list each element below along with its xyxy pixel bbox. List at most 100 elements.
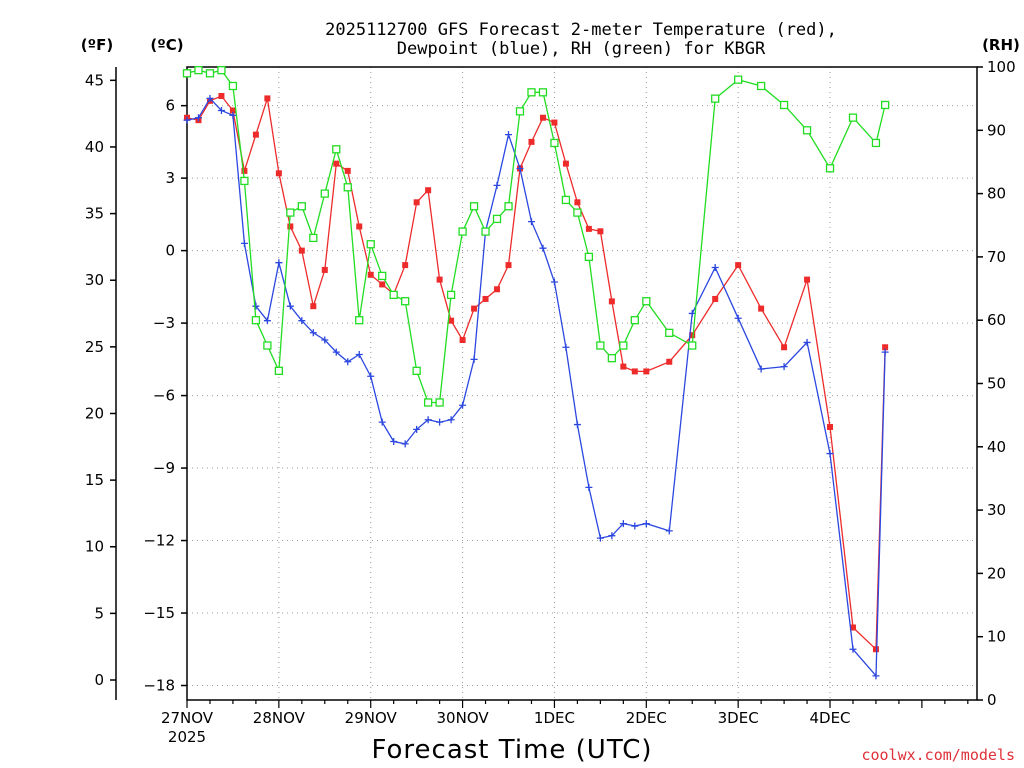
data-point <box>642 297 651 306</box>
data-point <box>481 227 490 236</box>
celsius-tick-label: 6 <box>165 97 175 115</box>
fahrenheit-tick-label: 40 <box>85 138 104 156</box>
data-point <box>390 437 398 445</box>
data-point <box>344 358 352 366</box>
data-point <box>515 107 525 116</box>
data-point <box>205 69 215 78</box>
series-line <box>186 97 886 678</box>
data-point <box>229 107 236 114</box>
data-point <box>379 281 386 288</box>
fahrenheit-tick-label: 10 <box>85 538 104 556</box>
data-point <box>665 328 674 338</box>
rh-tick-label: 50 <box>987 375 1006 393</box>
x-tick-label: 28NOV <box>253 709 306 727</box>
plot-frame <box>186 66 978 701</box>
data-point <box>275 259 283 267</box>
data-series <box>182 66 890 680</box>
x-tick-label: 4DEC <box>809 709 850 727</box>
data-point <box>343 183 352 192</box>
series-dewpoint <box>183 94 889 680</box>
data-point <box>389 290 398 300</box>
data-point <box>494 286 501 293</box>
data-point <box>779 100 789 110</box>
data-point <box>827 423 834 430</box>
data-point <box>492 214 502 224</box>
rh-tick-label: 0 <box>987 691 997 709</box>
data-point <box>688 341 697 350</box>
data-point <box>366 240 375 249</box>
data-point <box>585 483 593 491</box>
data-point <box>310 303 317 310</box>
data-point <box>849 624 856 631</box>
data-point <box>734 75 743 84</box>
data-point <box>435 398 444 407</box>
x-tick-year-label: 2025 <box>168 728 206 746</box>
fahrenheit-tick-label: 45 <box>85 71 104 89</box>
data-point <box>608 532 616 540</box>
gridlines <box>187 67 977 700</box>
data-point <box>804 276 811 283</box>
data-point <box>482 295 489 302</box>
data-point <box>620 363 627 370</box>
data-point <box>689 332 696 339</box>
data-point <box>584 252 594 262</box>
data-point <box>872 646 879 653</box>
data-point <box>504 202 513 211</box>
data-point <box>562 343 570 351</box>
data-point <box>297 202 306 211</box>
data-point <box>642 520 650 528</box>
data-point <box>881 348 889 356</box>
chart-title-line-2: Dewpoint (blue), RH (green) for KBGR <box>397 39 766 59</box>
series-line <box>186 95 886 651</box>
data-point <box>332 145 341 154</box>
data-point <box>551 119 558 126</box>
x-tick-label: 1DEC <box>534 709 575 727</box>
data-point <box>401 297 410 306</box>
data-point <box>333 160 340 167</box>
series-temperature <box>184 92 889 653</box>
data-point <box>356 223 363 230</box>
data-point <box>574 199 581 206</box>
fahrenheit-tick-label: 25 <box>85 338 104 356</box>
data-point <box>423 398 433 407</box>
data-point <box>251 316 261 325</box>
data-point <box>287 223 294 230</box>
axes: 051015202530354045−18−15−12−9−6−30360102… <box>85 58 1016 746</box>
data-point <box>871 138 881 148</box>
data-point <box>848 113 858 122</box>
chart-title-line-1: 2025112700 GFS Forecast 2-meter Temperat… <box>325 20 837 40</box>
data-point <box>573 208 582 217</box>
data-point <box>218 92 225 99</box>
celsius-tick-label: −15 <box>143 604 175 622</box>
data-point <box>619 520 627 528</box>
data-point <box>401 440 409 448</box>
rh-tick-label: 30 <box>987 501 1006 519</box>
data-point <box>608 298 615 305</box>
data-point <box>643 368 650 375</box>
x-tick-label: 3DEC <box>718 709 759 727</box>
data-point <box>585 225 592 232</box>
data-point <box>321 336 329 344</box>
celsius-tick-label: 3 <box>165 169 175 187</box>
fahrenheit-tick-label: 35 <box>85 205 104 223</box>
data-point <box>781 344 788 351</box>
data-point <box>206 94 214 102</box>
data-point <box>505 262 512 269</box>
data-point <box>275 170 282 177</box>
data-point <box>665 527 673 535</box>
data-point <box>757 365 765 373</box>
data-point <box>458 227 467 236</box>
data-point <box>538 88 548 97</box>
data-point <box>298 317 306 325</box>
data-point <box>471 305 478 312</box>
data-point <box>436 276 443 283</box>
data-point <box>516 164 524 172</box>
data-point <box>436 418 444 426</box>
data-point <box>425 187 432 194</box>
rh-axis-unit: (RH) <box>982 36 1020 54</box>
fahrenheit-tick-label: 5 <box>94 604 104 622</box>
rh-tick-label: 70 <box>987 248 1006 266</box>
celsius-tick-label: −12 <box>143 532 175 550</box>
series-line <box>186 69 886 404</box>
